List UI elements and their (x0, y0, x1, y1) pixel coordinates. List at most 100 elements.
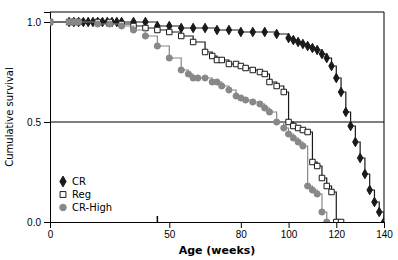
y-tick: 0.0 (27, 217, 50, 228)
y-tick-label: 0.5 (27, 117, 41, 128)
x-tick-label: 100 (281, 229, 298, 240)
data-point (76, 19, 81, 24)
data-point (281, 125, 287, 131)
legend-symbol (60, 176, 66, 187)
x-tick: 80 (236, 222, 248, 240)
series-points (50, 19, 330, 222)
data-point (274, 119, 280, 125)
x-axis-title: Age (weeks) (179, 244, 256, 257)
legend-label: Reg (72, 189, 91, 200)
data-point (95, 17, 100, 26)
data-point (314, 163, 319, 168)
y-tick: 1.0 (27, 17, 50, 28)
data-point (76, 19, 82, 25)
legend-symbol (60, 204, 67, 211)
data-point (195, 75, 201, 81)
data-point (376, 207, 381, 216)
data-point (338, 87, 343, 96)
data-point (338, 219, 343, 222)
data-point (310, 43, 315, 52)
data-point (250, 99, 256, 105)
data-point (266, 109, 272, 115)
x-tick-mark (336, 222, 337, 228)
data-point (372, 197, 377, 206)
data-point (357, 153, 362, 162)
data-point (107, 21, 113, 27)
x-tick-mark (169, 222, 170, 228)
data-point (274, 29, 279, 38)
reference-line (50, 122, 384, 123)
data-point (305, 129, 310, 134)
data-point (329, 189, 334, 194)
data-point (324, 53, 329, 62)
data-point (178, 33, 183, 38)
data-point (178, 67, 184, 73)
data-point (167, 29, 172, 34)
y-tick-label: 0.0 (27, 217, 41, 228)
data-point (226, 61, 231, 66)
x-tick: 140 (376, 222, 393, 240)
y-axis-line (44, 13, 51, 223)
data-point (214, 25, 219, 34)
data-point (324, 219, 330, 222)
data-point (226, 87, 232, 93)
data-point (314, 191, 320, 197)
data-point (154, 43, 160, 49)
data-point (76, 17, 81, 26)
x-tick-label: 140 (376, 229, 393, 240)
data-point (190, 23, 195, 32)
x-tick-label: 120 (328, 229, 345, 240)
x-tick: 120 (328, 222, 345, 240)
data-point (362, 169, 367, 178)
data-point (202, 49, 207, 54)
data-point (329, 61, 334, 70)
y-tick-mark (44, 222, 50, 223)
data-area (50, 17, 384, 222)
data-point (319, 209, 325, 215)
x-tick-label: 50 (164, 229, 176, 240)
x-tick: 100 (281, 222, 298, 240)
x-tick-label: 0 (48, 229, 54, 240)
series-points (50, 17, 384, 222)
x-tick-mark (289, 222, 290, 228)
data-point (367, 185, 372, 194)
legend-symbol (60, 192, 66, 198)
x-tick-label: 80 (236, 229, 248, 240)
y-tick-mark (44, 122, 50, 123)
data-point (219, 83, 225, 89)
x-tick-mark (241, 222, 242, 228)
data-point (50, 19, 53, 24)
data-point (274, 83, 279, 88)
data-point (202, 23, 207, 32)
x-tick-mark (384, 222, 385, 228)
data-point (286, 33, 291, 42)
series-points (50, 19, 344, 222)
data-point (219, 57, 224, 62)
data-point (95, 21, 101, 27)
data-point (250, 27, 255, 36)
data-point (305, 41, 310, 50)
data-point (202, 75, 208, 81)
series-line (50, 22, 341, 222)
data-point (130, 27, 136, 33)
x-axis: 0 50 80 100 120 140 (48, 222, 394, 240)
data-point (348, 121, 353, 130)
y-axis: 0.0 0.5 1.0 (27, 13, 50, 228)
series-line (50, 22, 384, 222)
data-point (267, 79, 272, 84)
series-line (50, 22, 327, 222)
data-point (300, 39, 305, 48)
legend: CRRegCR-High (60, 176, 112, 213)
data-point (50, 17, 53, 26)
y-tick-label: 1.0 (27, 17, 41, 28)
data-point (295, 37, 300, 46)
legend-label: CR-High (72, 202, 112, 213)
x-tick: 0 (48, 222, 54, 240)
data-point (118, 23, 124, 29)
data-point (343, 107, 348, 116)
data-point (226, 25, 231, 34)
data-point (238, 27, 243, 36)
data-point (155, 27, 160, 32)
data-point (166, 55, 172, 61)
legend-item: Reg (60, 189, 91, 200)
